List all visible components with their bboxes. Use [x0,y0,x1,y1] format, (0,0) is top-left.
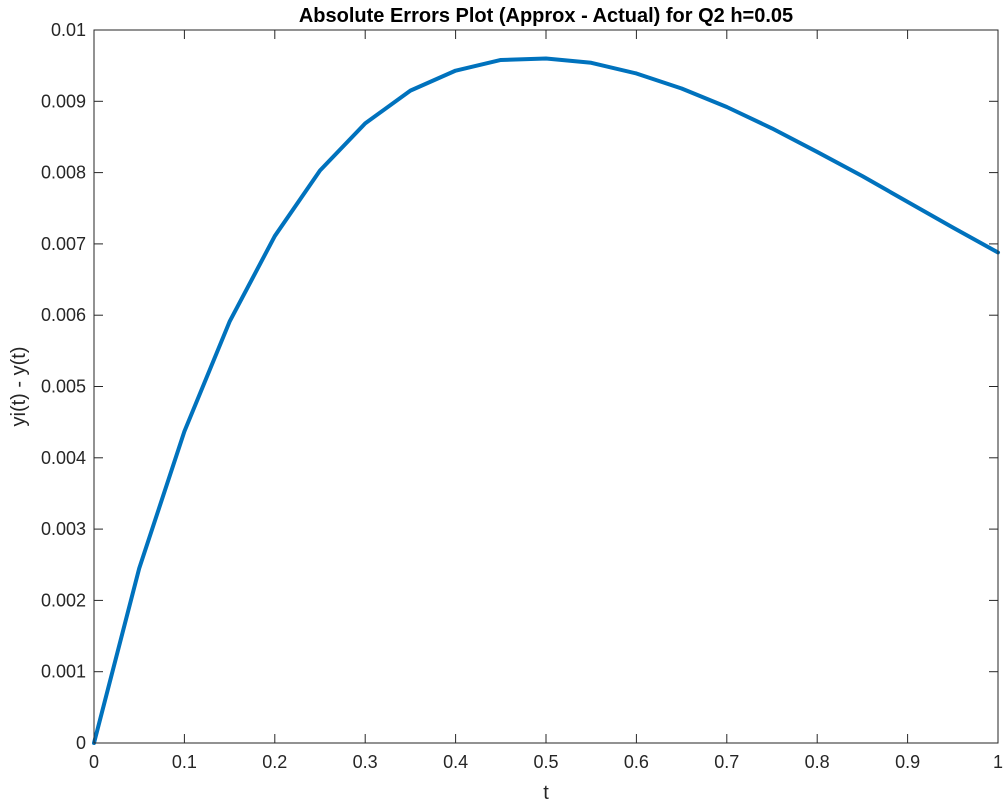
data-series [92,56,1000,745]
x-tick-label: 0.5 [533,752,558,772]
y-tick-label: 0 [76,733,86,753]
x-tick-label: 0.3 [353,752,378,772]
series-line [92,56,1000,745]
y-tick-label: 0.005 [41,377,86,397]
y-tick-label: 0.002 [41,590,86,610]
x-tick-label: 0.1 [172,752,197,772]
x-tick-label: 0.2 [262,752,287,772]
y-tick-label: 0.001 [41,662,86,682]
x-tick-labels: 0 0.1 0.2 0.3 0.4 0.5 0.6 0.7 0.8 0.9 1 [89,752,1003,772]
x-tick-label: 0.6 [624,752,649,772]
y-tick-label: 0.009 [41,91,86,111]
y-tick-label: 0.008 [41,163,86,183]
x-tick-label: 0 [89,752,99,772]
y-tick-labels: 0 0.001 0.002 0.003 0.004 0.005 0.006 0.007 0.00… [41,20,86,753]
chart-title: Absolute Errors Plot (Approx - Actual) f… [299,5,793,27]
y-tick-label: 0.003 [41,519,86,539]
x-axis-label: t [543,782,549,804]
x-tick-label: 0.4 [443,752,468,772]
x-tick-label: 0.9 [895,752,920,772]
y-tick-label: 0.004 [41,448,86,468]
x-tick-label: 0.7 [714,752,739,772]
x-tick-label: 0.8 [805,752,830,772]
y-axis-label: yi(t) - y(t) [8,347,30,427]
y-tick-label: 0.007 [41,234,86,254]
plot-area [94,30,998,743]
axes-box [93,29,999,744]
y-tick-label: 0.01 [51,20,86,40]
y-tick-label: 0.006 [41,305,86,325]
x-tick-label: 1 [993,752,1003,772]
